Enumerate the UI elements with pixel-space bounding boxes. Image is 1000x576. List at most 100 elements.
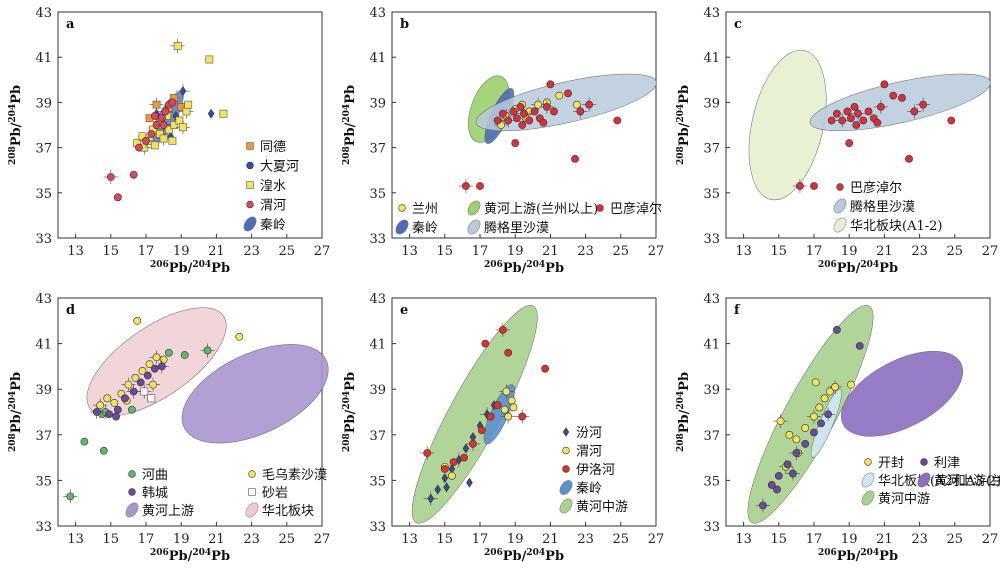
data-point-湟水 — [150, 141, 159, 150]
data-point-渭河 — [147, 130, 156, 138]
data-point-伊洛河 — [481, 339, 490, 348]
data-point-湟水 — [173, 41, 182, 50]
ellipse-layer — [748, 49, 991, 201]
points-layer — [103, 38, 228, 202]
data-point-巴彦淖尔 — [513, 114, 521, 123]
data-point-渭河 — [447, 471, 456, 480]
data-point-渭河 — [135, 143, 143, 152]
data-point-同德 — [152, 100, 161, 109]
y-tick-label: 43 — [35, 6, 52, 21]
x-tick-label: 25 — [613, 244, 630, 259]
legend-label: 黄河中游 — [576, 500, 628, 515]
x-tick-label: 25 — [279, 532, 296, 547]
data-point-毛乌素沙漠 — [103, 394, 112, 403]
points-layer — [63, 316, 244, 504]
y-axis-label: 208Pb/204Pb — [342, 372, 358, 452]
y-tick-label: 43 — [369, 6, 386, 21]
x-tick-label: 19 — [841, 244, 858, 259]
data-point-兰州 — [555, 91, 564, 100]
data-point-韩城 — [157, 362, 166, 371]
legend-label: 砂岩 — [262, 486, 288, 501]
x-axis-label: 206Pb/204Pb — [818, 260, 898, 276]
x-tick-label: 25 — [947, 244, 964, 259]
data-point-毛乌素沙漠 — [131, 373, 140, 382]
data-point-毛乌素沙漠 — [96, 401, 105, 410]
legend-swatch — [861, 490, 875, 506]
legend-label: 黄河上游(兰州—巴彦) — [934, 473, 1000, 489]
x-tick-label: 27 — [982, 244, 999, 259]
x-tick-label: 13 — [735, 532, 752, 547]
legend-swatch — [395, 219, 409, 235]
x-tick-label: 15 — [103, 244, 120, 259]
data-point-巴彦淖尔 — [889, 91, 898, 100]
data-point-伊洛河 — [423, 449, 432, 457]
legend-swatch — [246, 142, 254, 150]
data-point-兰州 — [572, 100, 581, 109]
legend-label: 利津 — [934, 456, 960, 471]
data-point-韩城 — [129, 387, 138, 396]
panel-letter: e — [400, 303, 408, 318]
legend-swatch — [248, 488, 256, 496]
x-tick-label: 21 — [542, 532, 559, 547]
data-point-利津 — [773, 485, 781, 494]
x-tick-label: 21 — [208, 532, 225, 547]
y-axis-label: 208Pb/204Pb — [8, 372, 24, 452]
x-tick-label: 21 — [876, 532, 893, 547]
x-axis-label: 206Pb/204Pb — [484, 260, 564, 276]
data-point-开封 — [810, 412, 818, 421]
data-point-巴彦淖尔 — [585, 100, 594, 109]
panel-c: 13 15 17 19 21 23 25 27 33 35 37 39 41 43 c 206Pb/204Pb… — [676, 6, 998, 276]
x-tick-label: 13 — [401, 244, 418, 259]
legend-label: 华北板块 — [262, 504, 314, 519]
data-point-利津 — [801, 440, 810, 448]
data-point-巴彦淖尔 — [854, 109, 862, 118]
x-tick-label: 23 — [243, 532, 260, 547]
legend-label: 秦岭 — [576, 482, 602, 497]
data-point-巴彦淖尔 — [838, 116, 847, 125]
x-tick-label: 21 — [876, 244, 893, 259]
data-point-伊洛河 — [440, 465, 449, 473]
legend-label: 腾格里沙漠 — [850, 199, 915, 215]
panel-letter: b — [400, 17, 409, 32]
legend-label: 黄河上游(兰州以上) — [484, 202, 598, 217]
legend-swatch — [248, 470, 256, 478]
data-point-利津 — [774, 471, 783, 480]
panel-a: 13 15 17 19 21 23 25 27 33 35 37 39 41 43 a 206Pb/204Pb… — [8, 6, 330, 276]
y-tick-label: 41 — [35, 51, 52, 66]
data-point-开封 — [792, 435, 801, 444]
data-point-巴彦淖尔 — [873, 118, 882, 127]
panel-b: 13 15 17 19 21 23 25 27 33 35 37 39 41 43 b 206Pb/204Pb… — [342, 6, 664, 276]
x-tick-label: 13 — [67, 532, 84, 547]
data-point-巴彦淖尔 — [542, 103, 551, 111]
data-point-河曲 — [80, 437, 89, 446]
data-point-渭河 — [150, 112, 159, 120]
x-tick-label: 19 — [173, 244, 190, 259]
y-tick-label: 39 — [369, 383, 386, 398]
data-point-利津 — [810, 428, 818, 437]
y-tick-label: 41 — [703, 338, 720, 353]
legend-swatch — [917, 472, 931, 488]
data-point-河曲 — [203, 346, 212, 355]
x-tick-label: 19 — [507, 244, 524, 259]
data-point-巴彦淖尔 — [876, 103, 885, 111]
data-point-巴彦淖尔 — [919, 100, 928, 109]
data-point-巴彦淖尔 — [511, 139, 520, 147]
data-point-开封 — [820, 394, 829, 403]
data-point-湟水 — [184, 100, 193, 109]
legend-label: 黄河中游 — [878, 492, 930, 507]
y-tick-label: 37 — [35, 429, 52, 444]
data-point-巴彦淖尔 — [550, 107, 558, 116]
x-tick-label: 15 — [437, 244, 454, 259]
data-point-利津 — [759, 501, 767, 510]
legend-label: 华北板块(A1-2) — [850, 219, 942, 234]
legend-label: 汾河 — [576, 426, 602, 441]
y-axis-label: 208Pb/204Pb — [8, 85, 24, 165]
points-layer — [458, 80, 622, 194]
data-point-渭河 — [168, 98, 177, 107]
data-point-毛乌素沙漠 — [124, 380, 133, 389]
x-tick-label: 27 — [648, 244, 665, 259]
x-tick-label: 27 — [982, 532, 999, 547]
legend-swatch — [562, 446, 570, 455]
x-axis-label: 206Pb/204Pb — [484, 548, 564, 564]
